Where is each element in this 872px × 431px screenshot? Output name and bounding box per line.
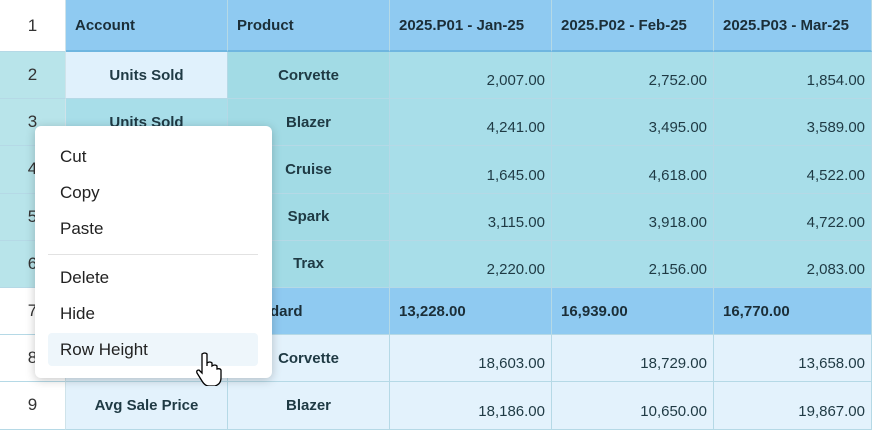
value-cell: 4,522.00 <box>714 146 872 194</box>
cursor <box>196 352 222 386</box>
column-header: Product <box>228 0 390 52</box>
value-cell: 13,658.00 <box>714 335 872 383</box>
menu-item[interactable]: Hide <box>60 304 95 323</box>
menu-item[interactable]: Paste <box>60 219 104 238</box>
value-cell: 1,645.00 <box>390 146 552 194</box>
value-cell: 19,867.00 <box>714 382 872 430</box>
column-header: 2025.P02 - Feb-25 <box>552 0 714 52</box>
value-cell: 3,918.00 <box>552 193 714 241</box>
column-header: 2025.P01 - Jan-25 <box>390 0 552 52</box>
product-cell: Corvette <box>228 52 390 100</box>
value-cell: 16,939.00 <box>552 288 714 336</box>
product-cell: Blazer <box>228 382 390 430</box>
menu-item[interactable]: Cut <box>60 147 87 166</box>
value-cell: 4,241.00 <box>390 99 552 147</box>
value-cell: 4,722.00 <box>714 193 872 241</box>
value-cell: 4,618.00 <box>552 146 714 194</box>
value-cell: 1,854.00 <box>714 52 872 100</box>
value-cell: 10,650.00 <box>552 382 714 430</box>
value-cell: 18,186.00 <box>390 382 552 430</box>
menu-item[interactable]: Copy <box>60 183 100 202</box>
menu-item[interactable]: Row Height <box>48 333 258 366</box>
row-number: 9 <box>0 382 66 430</box>
value-cell: 16,770.00 <box>714 288 872 336</box>
row-number: 1 <box>0 0 66 52</box>
account-cell: Avg Sale Price <box>66 382 228 430</box>
value-cell: 2,752.00 <box>552 52 714 100</box>
menu-item[interactable]: Delete <box>60 268 110 287</box>
value-cell: 2,220.00 <box>390 240 552 288</box>
value-cell: 18,729.00 <box>552 335 714 383</box>
value-cell: 2,007.00 <box>390 52 552 100</box>
value-cell: 13,228.00 <box>390 288 552 336</box>
column-header: 2025.P03 - Mar-25 <box>714 0 872 52</box>
column-header: Account <box>66 0 228 52</box>
value-cell: 3,115.00 <box>390 193 552 241</box>
menu-separator <box>48 254 258 255</box>
value-cell: 3,589.00 <box>714 99 872 147</box>
value-cell: 2,083.00 <box>714 240 872 288</box>
context-menu: Cut Copy Paste Delete Hide Row Height <box>35 126 272 378</box>
account-cell: Units Sold <box>66 52 228 100</box>
row-number: 2 <box>0 52 66 100</box>
value-cell: 18,603.00 <box>390 335 552 383</box>
value-cell: 2,156.00 <box>552 240 714 288</box>
value-cell: 3,495.00 <box>552 99 714 147</box>
